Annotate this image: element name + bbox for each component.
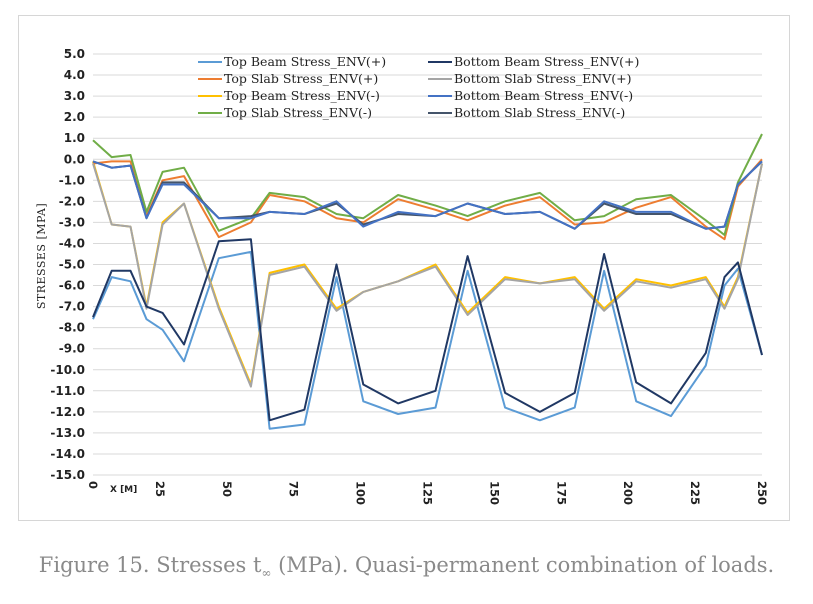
figure-caption: Figure 15. Stresses t∞ (MPa). Quasi-perm… [0, 553, 813, 580]
y-tick-label: -14.0 [50, 447, 85, 461]
y-tick-label: -11.0 [50, 384, 85, 398]
caption-prefix: Figure 15. Stresses t [38, 553, 262, 577]
x-tick-label: 50 [220, 481, 234, 497]
caption-suffix: (MPa). Quasi-permanent combination of lo… [271, 553, 775, 577]
y-tick-label: -6.0 [59, 279, 85, 293]
series-lines [92, 133, 763, 430]
x-axis-unit: X [M] [110, 485, 137, 495]
y-tick-label: -9.0 [59, 342, 85, 356]
x-tick-label: 150 [487, 481, 501, 505]
y-tick-label: -3.0 [59, 215, 85, 229]
series-line-5 [92, 163, 763, 388]
x-tick-label: 200 [621, 481, 635, 505]
y-tick-label: -2.0 [59, 194, 85, 208]
legend-label: Top Beam Stress_ENV(+) [224, 54, 386, 69]
y-tick-label: 2.0 [64, 110, 85, 124]
y-tick-label: 5.0 [64, 47, 85, 61]
y-tick-label: -4.0 [59, 236, 85, 250]
y-tick-label: -5.0 [59, 258, 85, 272]
y-tick-label: -7.0 [59, 300, 85, 314]
legend-label: Bottom Beam Stress_ENV(+) [454, 54, 639, 69]
series-line-7 [92, 160, 763, 230]
y-axis-title: STRESSES [MPA] [35, 203, 48, 309]
y-tick-label: 3.0 [64, 89, 85, 103]
series-line-4 [92, 238, 763, 422]
y-axis-ticks: 5.0 4.0 3.0 2.0 1.0 0.0 -1.0 -2.0 -3.0 -4.0 -5.0 -6… [50, 47, 85, 482]
x-tick-label: 225 [688, 481, 702, 505]
legend-label: Bottom Beam Stress_ENV(-) [454, 88, 633, 103]
legend-label: Top Slab Stress_ENV(+) [224, 71, 378, 86]
caption-subscript: ∞ [261, 566, 272, 581]
y-tick-label: -10.0 [50, 363, 85, 377]
series-line-0 [92, 250, 763, 430]
x-tick-label: 100 [354, 481, 368, 505]
legend-label: Top Slab Stress_ENV(-) [224, 105, 372, 120]
legend-label: Bottom Slab Stress_ENV(-) [454, 105, 625, 120]
x-tick-label: 250 [755, 481, 769, 505]
y-tick-label: -13.0 [50, 426, 85, 440]
chart-frame [18, 15, 790, 521]
legend: Top Beam Stress_ENV(+) Top Slab Stress_EN… [198, 54, 639, 120]
stress-line-chart: 5.0 4.0 3.0 2.0 1.0 0.0 -1.0 -2.0 -3.0 -4.0 -5.0 -6… [35, 47, 769, 505]
series-line-3 [92, 133, 763, 236]
x-tick-label: 75 [287, 481, 301, 497]
legend-label: Bottom Slab Stress_ENV(+) [454, 71, 631, 86]
series-line-6 [92, 160, 763, 230]
y-tick-label: -12.0 [50, 405, 85, 419]
grid [93, 53, 762, 476]
y-tick-label: -15.0 [50, 468, 85, 482]
series-line-1 [92, 158, 763, 241]
x-tick-label: 175 [554, 481, 568, 505]
y-tick-label: 0.0 [64, 152, 85, 166]
y-tick-label: -1.0 [59, 173, 85, 187]
x-tick-label: 25 [153, 481, 167, 497]
y-tick-label: 4.0 [64, 68, 85, 82]
y-tick-label: -8.0 [59, 321, 85, 335]
x-tick-label: 0 [86, 481, 100, 489]
x-axis-ticks: 0 25 50 75 100 125 150 175 200 225 250 [86, 481, 769, 505]
legend-label: Top Beam Stress_ENV(-) [224, 88, 380, 103]
x-tick-label: 125 [421, 481, 435, 505]
y-tick-label: 1.0 [64, 131, 85, 145]
